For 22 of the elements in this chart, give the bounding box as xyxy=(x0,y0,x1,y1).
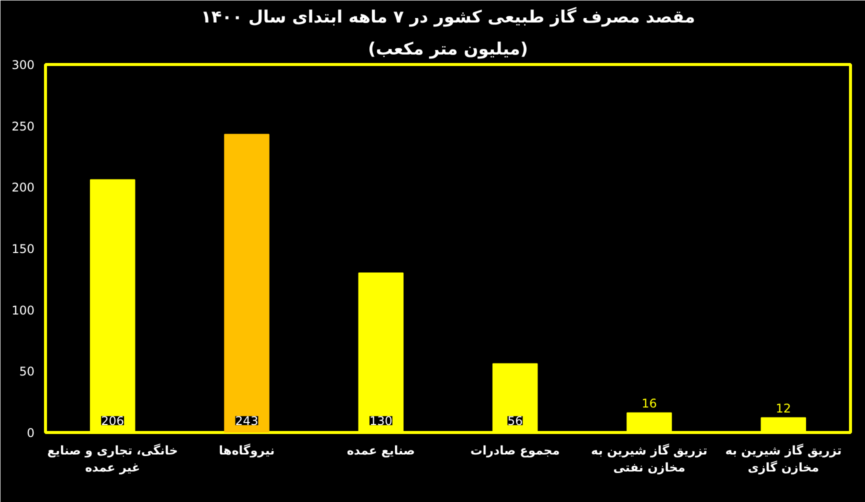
x-tick-label: تزریق گاز شیرین به مخازن نفتی xyxy=(591,444,708,474)
x-tick-label: صنایع عمده xyxy=(346,444,415,458)
y-tick-label: 100 xyxy=(12,303,34,318)
y-tick-label: 150 xyxy=(12,242,34,256)
y-tick-label: 250 xyxy=(12,119,34,134)
data-label: 16 xyxy=(642,396,657,410)
y-tick-label: 200 xyxy=(12,180,34,195)
chart-subtitle: (میلیون متر مکعب) xyxy=(368,40,528,60)
data-label: 12 xyxy=(776,401,792,416)
x-tick-label: نیروگاه‌ها xyxy=(218,444,275,458)
y-tick-label: 50 xyxy=(19,364,35,379)
y-tick-label: 0 xyxy=(26,426,35,440)
data-label: 130 xyxy=(369,414,392,428)
data-label: 206 xyxy=(101,414,124,428)
x-tick-label: خانگی، تجاری و صنایع غیر عمده xyxy=(47,444,178,474)
x-tick-label: مجموع صادرات xyxy=(470,444,560,458)
y-tick-label: 300 xyxy=(12,58,34,72)
x-tick-label: تزریق گاز شیرین به مخازن گازی xyxy=(725,444,842,474)
data-label: 243 xyxy=(235,414,258,428)
chart-title: مقصد مصرف گاز طبیعی کشور در ۷ ماهه ابتدای سال ۱۴۰۰ xyxy=(200,6,696,28)
data-label: 56 xyxy=(507,414,523,428)
bar xyxy=(224,134,270,432)
